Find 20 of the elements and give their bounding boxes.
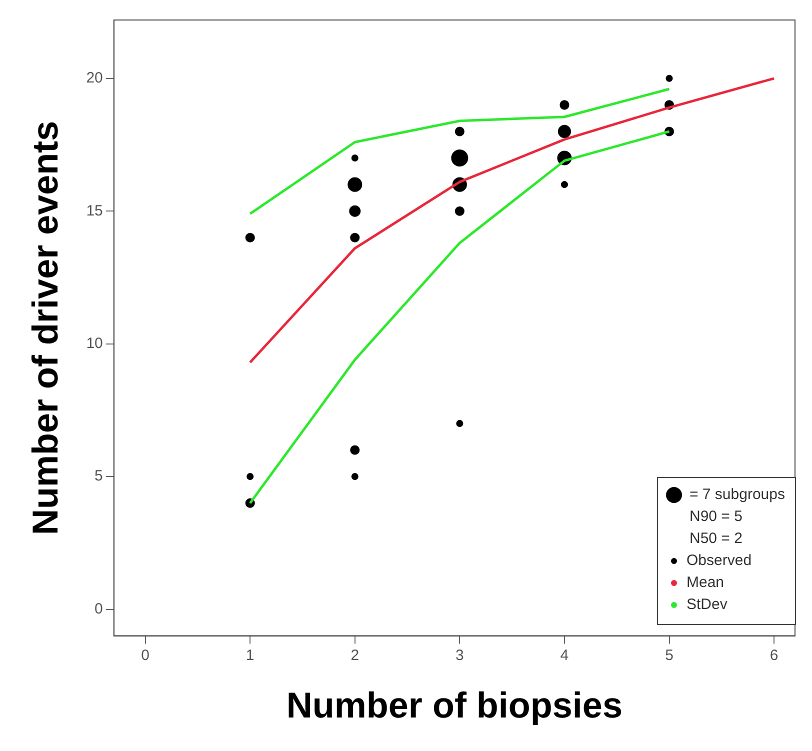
legend-label: Observed <box>686 551 752 571</box>
x-tick-label: 3 <box>456 646 464 664</box>
x-tick-label: 5 <box>665 646 674 664</box>
x-axis-title: Number of biopsies <box>286 684 622 726</box>
y-tick-label: 15 <box>86 202 103 220</box>
y-tick-label: 5 <box>94 468 103 485</box>
annotation: N90 = 5 <box>688 507 744 527</box>
y-axis-title: Number of driver events <box>24 120 66 535</box>
x-tick-label: 1 <box>246 646 254 664</box>
x-tick-label: 2 <box>350 646 360 664</box>
x-tick-label: 4 <box>560 646 569 664</box>
x-tick-label: 6 <box>770 646 778 664</box>
y-tick-label: 20 <box>86 70 103 87</box>
legend-label: Mean <box>686 573 724 593</box>
legend-label: = 7 subgroups <box>690 485 785 505</box>
legend-label: StDev <box>686 595 728 615</box>
x-tick-label: 0 <box>141 646 150 664</box>
y-tick-label: 10 <box>86 334 103 352</box>
y-tick-label: 0 <box>94 600 103 618</box>
annotation: N50 = 2 <box>688 529 744 549</box>
